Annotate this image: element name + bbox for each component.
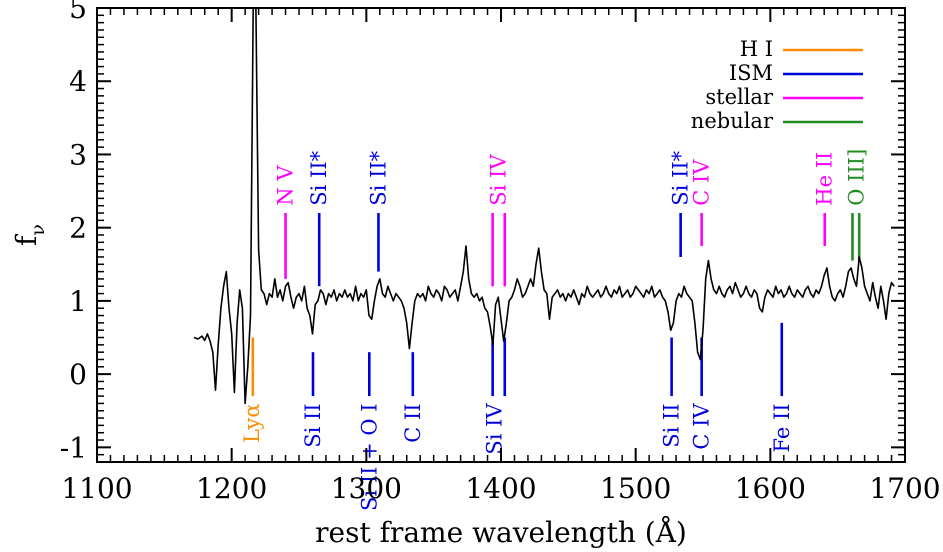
spectrum-line [193, 8, 895, 405]
line-label-10: Si II + O I [357, 403, 381, 511]
y-tick-label-2: 2 [69, 212, 87, 245]
line-markers [251, 213, 861, 397]
x-tick-label-1700: 1700 [869, 472, 940, 505]
line-label-12: Si IV [482, 403, 506, 455]
y-tick-label--1: -1 [60, 431, 87, 464]
y-tick-label-0: 0 [69, 358, 87, 391]
axis-titles: rest frame wavelength (Å) fν [10, 224, 687, 549]
line-label-15: Fe II [770, 403, 794, 452]
x-tick-label-1400: 1400 [465, 472, 536, 505]
x-tick-label-1600: 1600 [735, 472, 806, 505]
line-label-4: Si IV [486, 154, 510, 206]
line-label-7: He II [813, 152, 837, 206]
line-label-0: Lyα [240, 403, 264, 443]
x-axis-title: rest frame wavelength (Å) [315, 516, 687, 549]
y-axis-title: fν [10, 224, 49, 246]
x-tick-label-1300: 1300 [331, 472, 402, 505]
line-label-5: Si II* [669, 150, 693, 205]
spectrum-layer [193, 8, 895, 405]
line-label-11: C II [401, 403, 425, 442]
y-tick-label-4: 4 [69, 65, 87, 98]
line-label-2: Si II* [307, 150, 331, 205]
x-tick-label-1500: 1500 [600, 472, 671, 505]
line-label-9: Si II [301, 403, 325, 447]
y-axis-title-sub: ν [27, 224, 49, 236]
legend-label-2: stellar [705, 85, 774, 109]
y-tick-label-3: 3 [69, 138, 87, 171]
line-label-14: C IV [690, 403, 714, 450]
legend-label-0: H I [740, 37, 773, 61]
y-tick-label-1: 1 [69, 285, 87, 318]
line-label-8: O III] [845, 149, 869, 206]
y-tick-label-5: 5 [69, 0, 87, 25]
legend-label-3: nebular [691, 109, 774, 133]
y-axis-title-main: f [10, 233, 43, 246]
axes: 1100 1200 1300 1400 1500 1600 1700 -1 0 1 2 3 4 5 [60, 0, 941, 505]
x-tick-label-1100: 1100 [61, 472, 132, 505]
legend-label-1: ISM [729, 61, 773, 85]
line-label-6: C IV [690, 159, 714, 206]
line-label-13: Si II [660, 403, 684, 447]
line-label-1: N V [274, 165, 298, 206]
x-tick-label-1200: 1200 [196, 472, 267, 505]
line-label-3: Si II* [366, 150, 390, 205]
